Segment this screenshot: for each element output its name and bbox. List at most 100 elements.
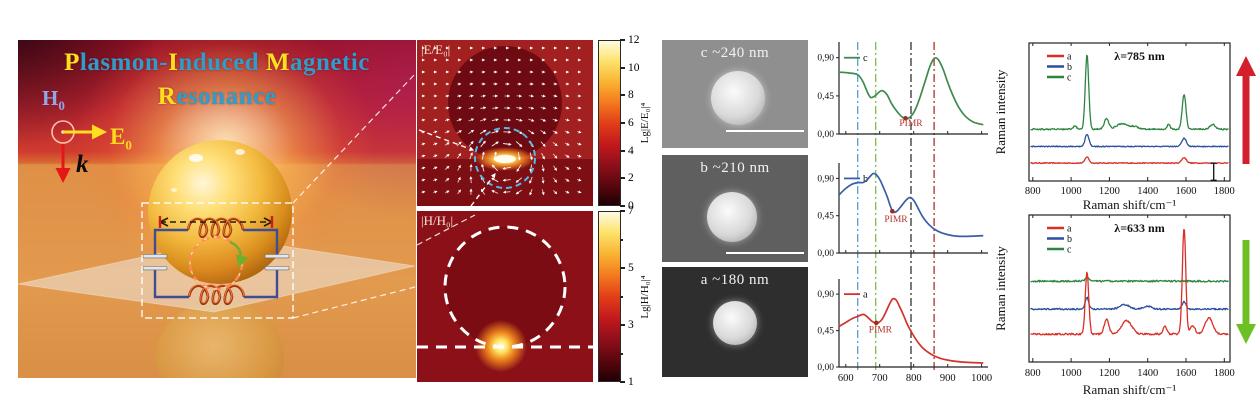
quiver-arrow	[432, 166, 438, 170]
colorbar-tick-label: 1	[628, 376, 634, 388]
sphere-reflection	[156, 300, 284, 378]
quiver-arrow	[457, 94, 462, 98]
raman-plot-633: 800 1000 1200 1400 1600 1800 Raman shift/cm⁻¹ R…	[993, 214, 1235, 397]
quiver-arrow	[564, 142, 570, 146]
quiver-arrow	[577, 178, 582, 182]
coil-sheen	[188, 284, 245, 304]
colorbar-tick	[620, 352, 623, 355]
x-tick-label: 1800	[1214, 186, 1235, 197]
x-tick-label: 1000	[971, 373, 992, 384]
quiver-arrow	[564, 190, 570, 194]
quiver-arrow	[577, 190, 582, 194]
colorbar-tick	[620, 324, 625, 327]
colorbar-tick	[620, 66, 625, 69]
pimr-marker	[903, 116, 908, 121]
x-axis-title: Raman shift/cm⁻¹	[1083, 197, 1177, 211]
quiver-arrow	[529, 164, 533, 173]
quiver-arrow	[515, 177, 523, 183]
x-tick-label: 800	[1025, 186, 1041, 197]
colorbar-tick	[620, 94, 625, 97]
y-tick-label: 0,90	[817, 290, 834, 300]
sem-image-c: c ~240 nm	[662, 40, 808, 148]
quiver-arrow	[529, 152, 533, 161]
y-tick-label: 0,00	[817, 130, 834, 140]
quiver-arrow	[432, 178, 438, 182]
pimr-marker	[890, 208, 895, 214]
colorbar-tick-label: 4	[628, 144, 634, 157]
quiver-arrow	[564, 130, 570, 134]
spectrum-curve-a	[838, 297, 984, 364]
quiver-arrow	[552, 118, 558, 122]
plot-box	[1028, 214, 1231, 363]
quiver-arrow	[541, 164, 545, 172]
h-map-label: |H/H₀|	[421, 213, 454, 228]
inductor-coil-bottom	[187, 284, 246, 305]
quiver-arrow	[468, 118, 475, 122]
quiver-arrow	[577, 130, 582, 134]
x-tick-label: 1400	[1137, 368, 1158, 379]
colorbar-tick-label: 6	[628, 117, 634, 129]
raman-trace-c	[1030, 54, 1229, 131]
quiver-arrow	[444, 154, 450, 158]
x-tick-label: 1600	[1176, 368, 1197, 379]
axis	[838, 163, 988, 254]
quiver-arrow	[480, 188, 486, 195]
sem-image-a: a ~180 nm	[662, 267, 808, 377]
quiver-arrow	[444, 130, 450, 134]
legend-label: b	[1067, 234, 1072, 245]
quiver-arrow	[444, 165, 450, 170]
x-tick-label: 1800	[1214, 368, 1235, 379]
x-tick-label: 1000	[1061, 186, 1082, 197]
quiver-arrow	[491, 190, 499, 194]
quiver-arrow	[479, 129, 487, 135]
quiver-arrow	[576, 154, 582, 158]
plot-box	[1028, 42, 1231, 182]
colorbar-tick-label: 10	[628, 61, 640, 74]
quiver-arrow	[516, 164, 522, 172]
sem-image-b: b ~210 nm	[662, 155, 808, 262]
quiver-arrow	[552, 141, 558, 147]
colorbar-tick	[620, 210, 625, 212]
illustration-panel: Plasmon-Induced Magnetic Resonance	[18, 40, 416, 378]
sem-nanoparticle	[713, 301, 757, 345]
colorbar-tick-label: 0	[628, 200, 634, 212]
current-direction-arrow	[229, 240, 249, 269]
title-seg: R	[157, 83, 177, 110]
arrow-head	[1236, 324, 1256, 344]
quiver-arrow	[492, 106, 499, 110]
colorbar-tick-label: 12	[628, 34, 640, 46]
pimr-label: PIMR	[869, 326, 893, 336]
colorbar-tick-label: 3	[628, 319, 634, 331]
e-map-annotation-arrow-1	[418, 129, 475, 151]
scattering-spectra-column: 0,00 0,45 0,90 c PIMR 0,00 0,45 0,90 b PIMR 0,00 0,…	[817, 42, 992, 384]
figure-title: Plasmon-Induced Magnetic Resonance	[18, 46, 416, 114]
quiver-field	[421, 46, 582, 196]
quiver-arrow	[552, 189, 558, 195]
quiver-arrow	[564, 166, 570, 170]
quiver-arrow	[564, 118, 570, 122]
legend-label: c	[1067, 73, 1072, 84]
title-seg: esonance	[176, 83, 277, 110]
raman-plot-785: 800 1000 1200 1400 1600 1800 Raman shift/cm⁻¹ R…	[993, 42, 1235, 211]
sem-scale-bar	[726, 252, 804, 254]
h-colorbar: 1 3 5 7 Lg|H/H₀|⁴	[598, 205, 664, 388]
sem-nanoparticle	[711, 71, 765, 125]
sem-label: c ~240 nm	[700, 45, 770, 61]
quiver-arrow	[529, 189, 533, 196]
quiver-arrow	[517, 152, 521, 161]
quiver-arrow	[553, 177, 557, 183]
quiver-arrow	[540, 141, 546, 147]
quiver-arrow	[456, 152, 462, 159]
raman-trace-b	[1030, 296, 1229, 311]
quiver-arrow	[421, 166, 426, 170]
quiver-arrow	[468, 94, 474, 98]
x-tick-label: 1000	[1061, 368, 1082, 379]
legend-label: a	[1067, 224, 1072, 235]
quiver-arrow	[481, 151, 485, 160]
title-seg: agnetic	[290, 49, 370, 76]
sphere-glint	[171, 188, 177, 192]
e-map-sphere	[448, 46, 562, 160]
quiver-arrow	[540, 94, 546, 98]
quiver-arrow	[421, 142, 426, 146]
quiver-arrow	[456, 106, 462, 110]
